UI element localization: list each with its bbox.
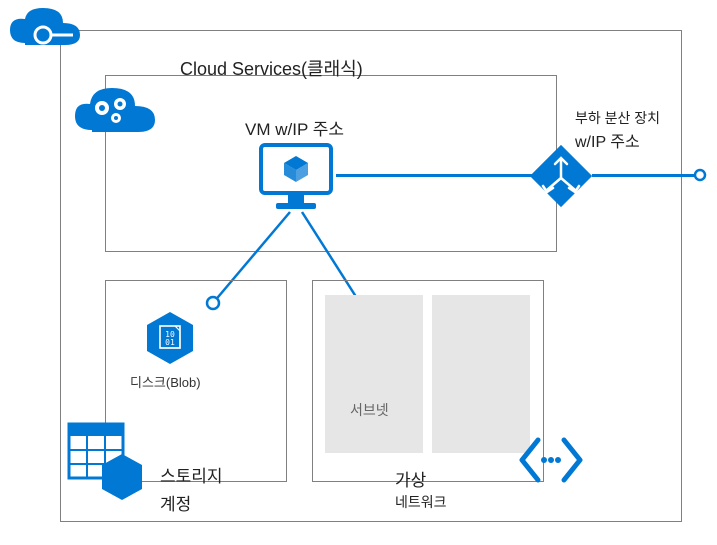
storage-label-top: 스토리지 (160, 462, 223, 487)
storage-label-bottom: 계정 (160, 490, 191, 515)
disk-label: 디스크(Blob) (130, 372, 201, 391)
svg-text:01: 01 (165, 338, 175, 347)
vnet-bracket-icon (516, 430, 586, 490)
subnet-label: 서브넷 (350, 400, 389, 420)
vnet-label-top: 가상 (395, 466, 426, 491)
storage-hex-overlay-icon (100, 452, 144, 502)
vnet-label-bottom: 네트워크 (395, 492, 447, 512)
disk-hex-icon: 10 01 (145, 310, 195, 366)
subnet-block-1 (325, 295, 423, 453)
